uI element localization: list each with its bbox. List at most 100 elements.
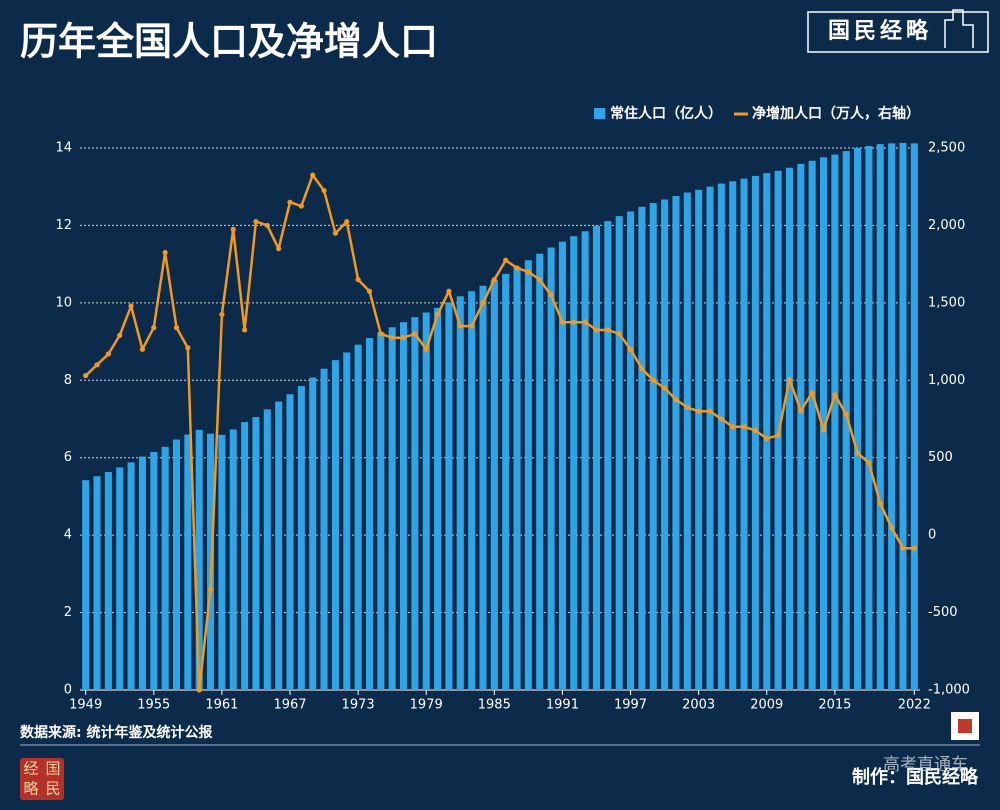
bar: [854, 148, 862, 690]
bar: [819, 157, 828, 690]
legend-label: 净增加人口（万人，右轴）: [752, 105, 920, 122]
line-point: [185, 345, 191, 351]
line-point: [593, 327, 600, 333]
credit: 制作：国民经略: [852, 766, 979, 788]
bar: [808, 160, 816, 691]
bar: [241, 422, 249, 690]
bar: [627, 211, 635, 690]
seal-char: 国: [45, 760, 60, 778]
bar: [536, 253, 544, 690]
bar: [161, 446, 169, 690]
bar: [434, 307, 442, 690]
line-point: [866, 460, 872, 466]
bar: [513, 266, 521, 690]
bar: [422, 312, 430, 690]
line-point: [559, 319, 566, 325]
bar: [797, 163, 805, 690]
bar: [309, 377, 317, 690]
bar: [649, 202, 657, 690]
x-tick-label: 2015: [818, 698, 851, 713]
line-point: [162, 249, 168, 256]
x-tick-label: 1961: [205, 698, 238, 713]
y-tick-label: 0: [64, 683, 72, 698]
line-point: [219, 311, 225, 318]
bar: [116, 467, 124, 690]
bar: [297, 386, 305, 690]
line-point: [480, 300, 486, 306]
line-point: [83, 373, 89, 379]
line-point: [673, 397, 679, 403]
x-tick-label: 1955: [137, 698, 170, 713]
bar: [876, 144, 884, 691]
line-point: [298, 203, 304, 209]
line-point: [434, 311, 441, 318]
bar: [320, 368, 328, 690]
line-point: [525, 269, 531, 275]
bar: [842, 151, 850, 690]
line-point: [344, 218, 350, 225]
y-tick-label: 10: [55, 295, 72, 310]
line-point: [718, 416, 724, 422]
bar: [717, 183, 725, 691]
bar: [127, 462, 135, 690]
bar: [479, 285, 487, 690]
line-point: [911, 545, 917, 551]
y2-tick-label: -1,000: [928, 683, 970, 698]
line-point: [696, 408, 702, 414]
line-point: [707, 408, 713, 414]
line-point: [378, 331, 384, 337]
bar: [558, 241, 566, 690]
y2-tick-label: 500: [928, 450, 953, 465]
y-tick-label: 12: [55, 218, 72, 233]
bar: [331, 360, 339, 690]
line-point: [752, 428, 759, 434]
legend-label: 常住人口（亿人）: [610, 105, 722, 122]
bar: [150, 451, 158, 690]
line-point: [741, 424, 747, 430]
brand-icon: [944, 9, 974, 48]
x-tick-label: 1985: [478, 698, 511, 713]
y-tick-label: 8: [64, 373, 72, 388]
bar: [104, 472, 112, 690]
bar: [638, 206, 646, 691]
line-point: [809, 390, 815, 396]
line-point: [139, 346, 146, 352]
bar: [910, 143, 918, 691]
bar: [661, 199, 669, 691]
bar: [411, 317, 419, 690]
x-tick-label: 1997: [614, 698, 647, 713]
line-point: [661, 385, 668, 391]
bar: [93, 476, 101, 690]
bar: [354, 344, 362, 690]
line-point: [389, 335, 395, 341]
line-point: [775, 432, 781, 439]
bar: [524, 260, 532, 690]
bar: [899, 142, 907, 690]
line-point: [366, 288, 373, 294]
line-point: [854, 450, 861, 456]
bar: [615, 216, 623, 690]
bar: [82, 480, 90, 690]
line-point: [843, 411, 849, 418]
bar: [604, 221, 612, 691]
bar: [831, 154, 839, 690]
y-tick-label: 6: [64, 450, 72, 465]
bar: [865, 146, 873, 691]
bar: [388, 327, 396, 690]
bar: [172, 439, 181, 690]
line-point: [423, 346, 429, 352]
qr-center: [958, 719, 972, 733]
line-point: [832, 392, 838, 398]
seal-char: 经: [23, 760, 38, 778]
line-point: [105, 351, 111, 357]
bar: [740, 178, 748, 690]
bar: [218, 434, 226, 690]
x-tick-label: 1991: [546, 698, 579, 713]
x-tick-label: 1949: [69, 698, 102, 713]
line-point: [287, 199, 293, 205]
x-tick-label: 1979: [410, 698, 443, 713]
y-tick-label: 2: [64, 605, 72, 620]
x-tick-label: 1967: [273, 698, 306, 713]
line-point: [332, 230, 339, 236]
